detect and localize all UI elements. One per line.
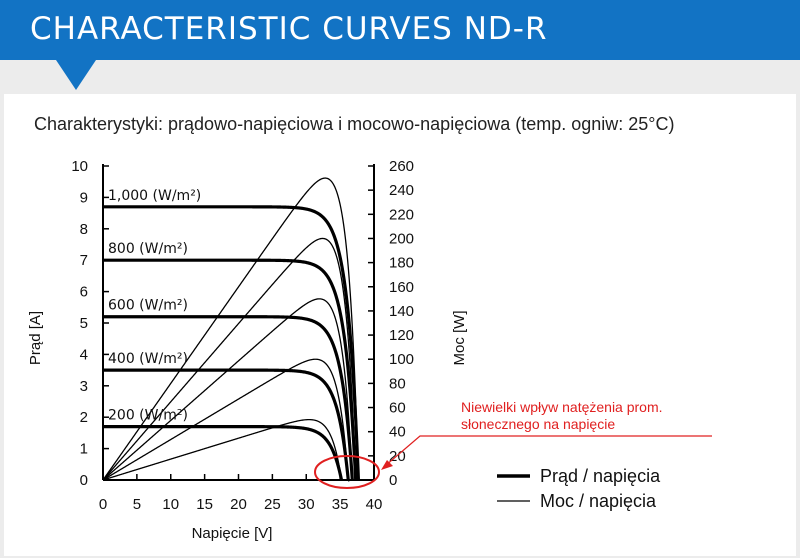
- header-banner: CHARACTERISTIC CURVES ND-R: [0, 0, 800, 90]
- y2-tick-label: 260: [389, 158, 414, 175]
- irradiance-label: 200 (W/m²): [108, 408, 188, 424]
- pv-curve-3: [102, 358, 349, 481]
- x-tick-label: 35: [332, 496, 349, 513]
- chart-labels: 1,000 (W/m²) 800 (W/m²) 600 (W/m²) 400 (W/m…: [108, 188, 201, 424]
- y-tick-label: 4: [80, 346, 88, 363]
- y2-tick-label: 0: [389, 472, 397, 489]
- pv-curve-2: [102, 298, 353, 481]
- x-tick-label: 30: [298, 496, 315, 513]
- legend-label: Prąd / napięcia: [540, 466, 661, 486]
- pv-curve-4: [102, 418, 343, 481]
- chart-subtitle: Charakterystyki: prądowo-napięciowa i mo…: [34, 114, 675, 134]
- y-tick-label: 3: [80, 378, 88, 395]
- annotation-highlight-ellipse: [314, 455, 380, 489]
- y2-axis-title: Moc [W]: [451, 311, 468, 366]
- chart-legend: Prąd / napięcia Moc / napięcia: [497, 466, 661, 511]
- x-tick-label: 25: [264, 496, 281, 513]
- y2-tick-label: 80: [389, 375, 406, 392]
- x-tick-label: 5: [133, 496, 141, 513]
- legend-label: Moc / napięcia: [540, 491, 657, 511]
- y-tick-label: 9: [80, 189, 88, 206]
- pv-curve-1: [102, 237, 357, 481]
- iv-curve-3: [102, 368, 350, 482]
- header-banner-shape: [0, 0, 800, 90]
- chart-curves: [102, 177, 361, 482]
- y2-tick-label: 60: [389, 400, 406, 417]
- y-tick-label: 2: [80, 409, 88, 426]
- y-tick-label: 0: [80, 472, 88, 489]
- x-axis-title: Napięcie [V]: [192, 525, 273, 542]
- annotation-text: słonecznego na napięcie: [461, 416, 615, 432]
- irradiance-label: 800 (W/m²): [108, 241, 188, 257]
- y-tick-label: 5: [80, 315, 88, 332]
- header-title: CHARACTERISTIC CURVES ND-R: [30, 11, 548, 47]
- iv-curve-2: [102, 315, 354, 481]
- x-tick-label: 20: [230, 496, 247, 513]
- y-tick-label: 6: [80, 284, 88, 301]
- y2-tick-label: 180: [389, 255, 414, 272]
- iv-curve-1: [102, 258, 358, 481]
- y2-tick-label: 120: [389, 327, 414, 344]
- y2-tick-label: 220: [389, 206, 414, 223]
- y-tick-label: 10: [71, 158, 88, 175]
- x-tick-label: 40: [366, 496, 383, 513]
- annotation-leader-line: [384, 435, 712, 467]
- y2-tick-label: 240: [389, 182, 414, 199]
- annotation-text: Niewielki wpływ natężenia prom.: [461, 399, 663, 415]
- y2-tick-label: 40: [389, 424, 406, 441]
- chart-axes: 0 5 10 15 20 25 30 35 40012345678910020406080100…: [27, 158, 468, 542]
- y2-tick-label: 200: [389, 230, 414, 247]
- y2-tick-label: 100: [389, 351, 414, 368]
- y-tick-label: 1: [80, 441, 88, 458]
- y2-tick-label: 140: [389, 303, 414, 320]
- y-tick-label: 7: [80, 252, 88, 269]
- annotation-arrowhead: [381, 460, 393, 470]
- y-tick-label: 8: [80, 221, 88, 238]
- x-tick-label: 15: [196, 496, 213, 513]
- y-axis-title: Prąd [A]: [27, 311, 44, 365]
- chart-annotation: Niewielki wpływ natężenia prom.słoneczne…: [314, 399, 712, 489]
- y2-tick-label: 160: [389, 279, 414, 296]
- pv-curve-0: [102, 177, 360, 481]
- iv-curve-0: [102, 205, 361, 481]
- irradiance-label: 1,000 (W/m²): [108, 188, 201, 204]
- x-tick-label: 0: [99, 496, 107, 513]
- irradiance-label: 600 (W/m²): [108, 298, 188, 314]
- iv-curve-4: [102, 425, 344, 481]
- x-tick-label: 10: [162, 496, 179, 513]
- irradiance-label: 400 (W/m²): [108, 351, 188, 367]
